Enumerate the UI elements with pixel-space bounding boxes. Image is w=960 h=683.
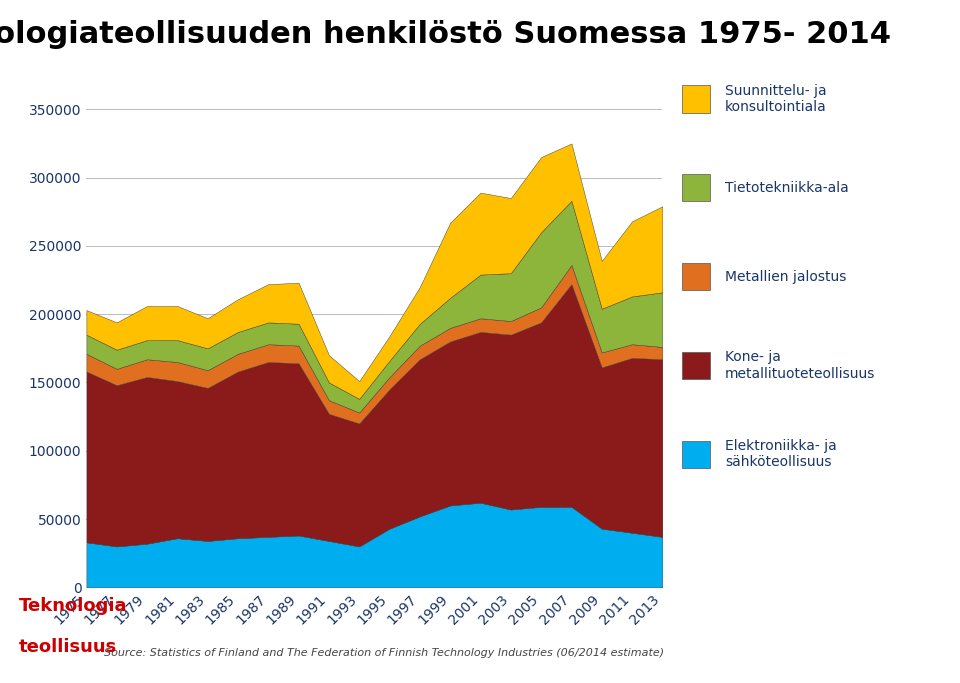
Text: Suunnittelu- ja
konsultointiala: Suunnittelu- ja konsultointiala — [725, 84, 827, 114]
Text: teollisuus: teollisuus — [19, 638, 117, 656]
Text: Teknologia: Teknologia — [19, 597, 128, 615]
Text: Teknologiateollisuuden henkilöstö Suomessa 1975- 2014: Teknologiateollisuuden henkilöstö Suomes… — [0, 20, 891, 49]
Text: Tietotekniikka-ala: Tietotekniikka-ala — [725, 181, 849, 195]
Text: Source: Statistics of Finland and The Federation of Finnish Technology Industrie: Source: Statistics of Finland and The Fe… — [104, 647, 664, 658]
Text: Elektroniikka- ja
sähköteollisuus: Elektroniikka- ja sähköteollisuus — [725, 439, 836, 469]
Text: Metallien jalostus: Metallien jalostus — [725, 270, 846, 283]
Text: Kone- ja
metallituoteteollisuus: Kone- ja metallituoteteollisuus — [725, 350, 876, 380]
